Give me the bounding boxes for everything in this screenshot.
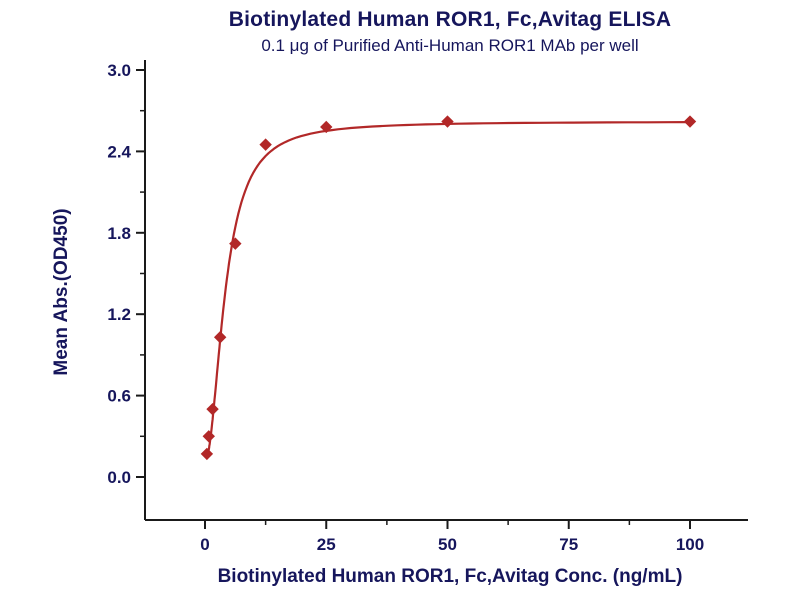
x-axis-label: Biotinylated Human ROR1, Fc,Avitag Conc.…	[217, 566, 683, 587]
y-tick-label: 0.0	[107, 468, 131, 487]
y-tick-label: 1.8	[107, 224, 131, 243]
data-point	[683, 115, 697, 128]
data-point	[206, 402, 219, 416]
y-tick-label: 3.0	[107, 61, 131, 80]
x-tick-label: 75	[559, 535, 578, 554]
y-tick-label: 1.2	[107, 305, 131, 324]
x-tick-label: 100	[676, 535, 704, 554]
data-point	[229, 237, 242, 250]
chart-title: Biotinylated Human ROR1, Fc,Avitag ELISA	[228, 8, 672, 31]
data-point	[259, 138, 272, 151]
fit-curve	[205, 121, 691, 459]
chart-subtitle: 0.1 μg of Purified Anti-Human ROR1 MAb p…	[261, 36, 639, 55]
x-tick-label: 0	[200, 535, 209, 554]
x-tick-label: 25	[317, 535, 336, 554]
data-point	[213, 331, 227, 344]
data-point	[320, 120, 333, 134]
x-tick-label: 50	[438, 535, 457, 554]
data-point	[200, 447, 214, 461]
y-tick-label: 0.6	[107, 387, 131, 406]
data-point	[202, 430, 215, 443]
data-point	[441, 115, 454, 128]
y-tick-label: 2.4	[107, 142, 131, 161]
